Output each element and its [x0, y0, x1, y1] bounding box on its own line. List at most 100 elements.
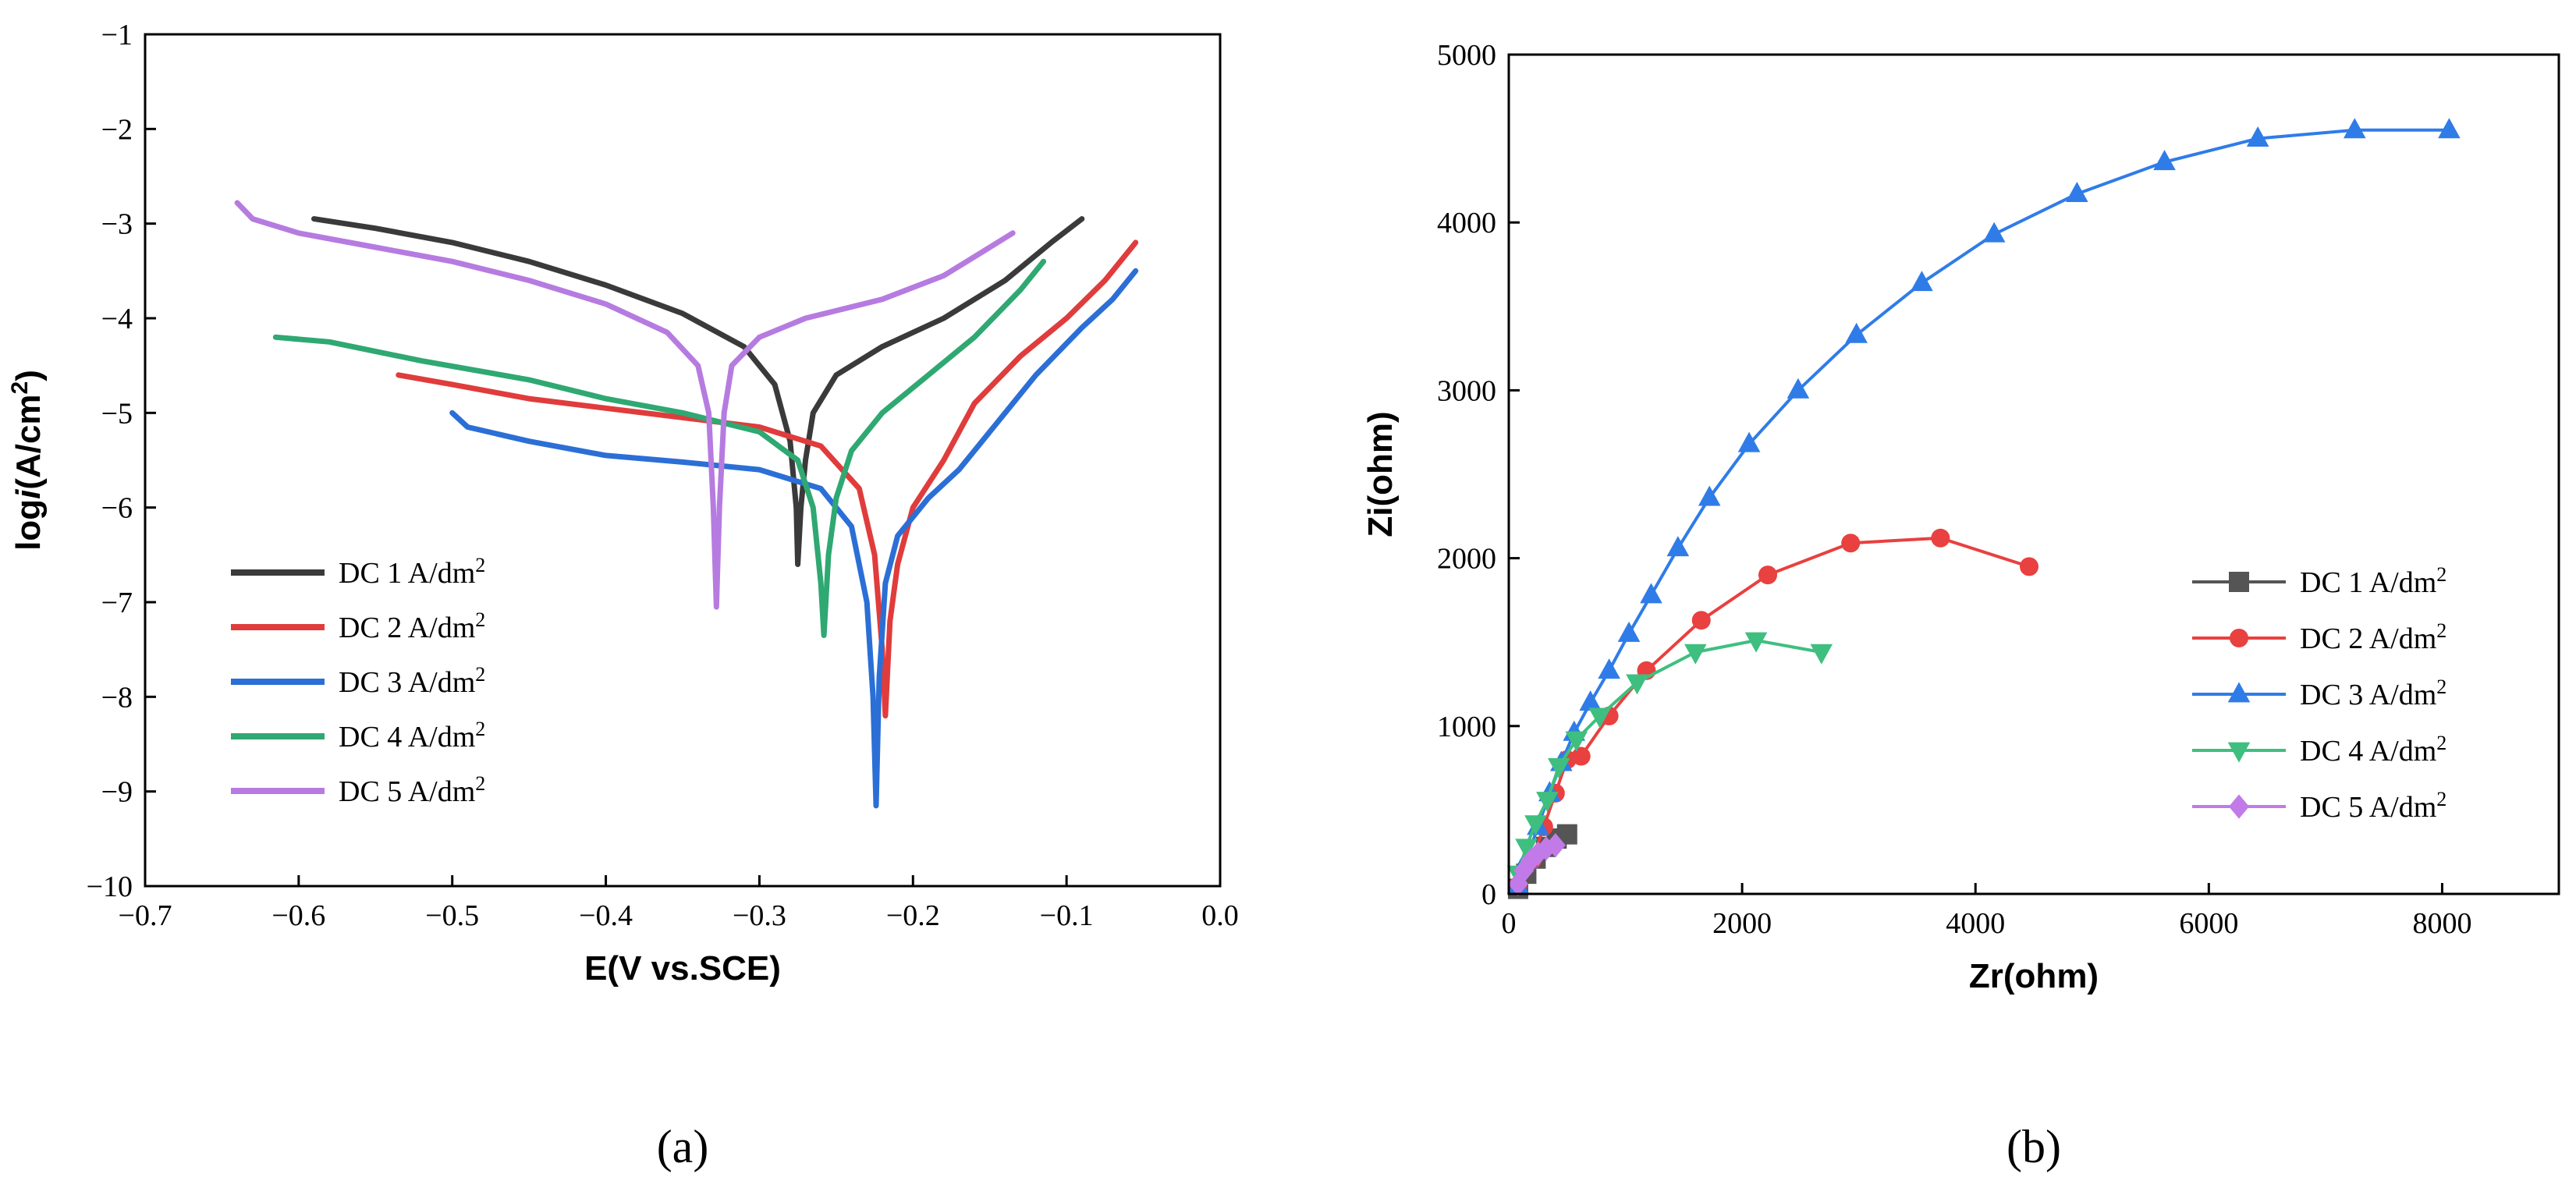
chart-a-y-tick-label-5: −6 [101, 492, 133, 525]
chart-a-legend-label-3: DC 3 A/dm2 [339, 663, 485, 700]
chart-b-series-2-point-11 [1931, 528, 1950, 548]
chart-a-y-tick-label-2: −3 [101, 208, 133, 241]
chart-a-y-axis-title-sup: 2 [7, 381, 33, 395]
chart-b-series-3-point-21 [2438, 118, 2461, 139]
chart-b-series-2-point-5 [1571, 746, 1591, 766]
chart-b-legend-label-4: DC 4 A/dm2 [2300, 732, 2446, 768]
chart-b-x-tick-label-4: 8000 [2412, 907, 2471, 940]
chart-a-legend-label-4-sup: 2 [475, 718, 485, 740]
chart-b-series-layer [1506, 118, 2461, 899]
chart-a-x-tick-label-3: −0.4 [579, 899, 633, 932]
chart-b-series-4-point-7 [1626, 674, 1648, 695]
chart-b-series-4-point-8 [1684, 644, 1707, 665]
chart-b-legend-label-5-sup: 2 [2436, 788, 2446, 810]
chart-b-series-2-point-12 [2020, 557, 2039, 576]
chart-a-x-tick-label-7: 0.0 [1201, 899, 1239, 932]
chart-b-series-4-point-6 [1588, 707, 1611, 729]
chart-b-y-tick-label-1: 1000 [1437, 711, 1496, 743]
chart-b-series-5-point-5 [1545, 832, 1566, 858]
chart-a-y-tick-label-6: −7 [101, 587, 133, 619]
chart-b-legend-marker-1 [2229, 572, 2249, 592]
chart-a-legend-label-5-sup: 2 [475, 772, 485, 795]
chart-a-x-tick-label-6: −0.1 [1040, 899, 1094, 932]
chart-a-legend-label-1-sup: 2 [475, 554, 485, 576]
chart-a-x-tick-label-2: −0.5 [425, 899, 479, 932]
chart-b-nyquist: 0 2000 4000 6000 8000 0 1000 2000 3000 4000 5000 Z… [1361, 39, 2560, 1172]
chart-b-x-axis-title: Zr(ohm) [1969, 957, 2099, 995]
chart-a-legend-label-5-base: DC 5 A/dm [339, 775, 475, 808]
chart-a-y-tick-label-9: −10 [87, 871, 133, 903]
chart-b-legend-marker-2 [2230, 629, 2248, 647]
chart-b-series-3-point-7 [1598, 658, 1620, 679]
chart-a-series-1-line [311, 216, 1085, 567]
chart-b-legend-label-5: DC 5 A/dm2 [2300, 788, 2446, 824]
chart-b-series-5-point-4 [1535, 836, 1556, 861]
chart-b-plot-frame [1507, 53, 2560, 895]
chart-a-series-3-line [449, 268, 1139, 809]
chart-a-y-axis-title-prefix: log [9, 499, 48, 551]
chart-a-x-tick-label-1: −0.6 [271, 899, 325, 932]
chart-a-plot-frame [144, 33, 1222, 888]
chart-b-series-3-point-19 [2246, 126, 2269, 147]
chart-b-series-2-point-9 [1758, 566, 1778, 585]
chart-b-series-4-point-9 [1744, 632, 1768, 653]
chart-a-legend-label-2-sup: 2 [475, 608, 485, 631]
chart-b-series-4-point-10 [1810, 644, 1833, 665]
chart-b-series-4-point-4 [1548, 758, 1570, 779]
chart-b-legend-marker-4 [2227, 742, 2251, 763]
chart-a-x-axis-title: E(V vs.SCE) [584, 949, 781, 988]
chart-b-y-tick-label-3: 3000 [1437, 374, 1496, 407]
chart-b-series-4-point-3 [1536, 792, 1559, 813]
chart-b-legend-label-1-base: DC 1 A/dm [2300, 566, 2436, 599]
chart-a-x-tick-label-5: −0.2 [886, 899, 940, 932]
chart-a-y-axis-title-close: ) [9, 370, 48, 381]
chart-b-series-3-point-15 [1911, 271, 1933, 292]
chart-a-legend-label-2: DC 2 A/dm2 [339, 608, 485, 645]
chart-b-series-3-point-17 [2066, 182, 2088, 203]
chart-a-legend-label-5: DC 5 A/dm2 [339, 772, 485, 809]
chart-b-y-axis-title: Zi(ohm) [1361, 411, 1400, 537]
chart-b-series-3-point-10 [1666, 536, 1690, 557]
chart-b-series-3-point-14 [1845, 322, 1868, 343]
chart-a-ticks: −0.7 −0.6 −0.5 −0.4 −0.3 −0.2 −0.1 0.0 −1 −2 −3 −4 −… [87, 19, 1239, 932]
chart-b-legend-label-2-base: DC 2 A/dm [2300, 622, 2436, 655]
chart-b-series-3-point-18 [2153, 150, 2176, 171]
chart-b-series-4-point-1 [1515, 839, 1538, 860]
chart-b-ticks: 0 2000 4000 6000 8000 0 1000 2000 3000 4000 5000 [1437, 39, 2471, 940]
chart-b-y-tick-label-5: 5000 [1437, 39, 1496, 72]
chart-b-legend-label-3-base: DC 3 A/dm [2300, 679, 2436, 711]
chart-b-series-3-point-12 [1737, 431, 1761, 452]
chart-a-x-tick-label-4: −0.3 [733, 899, 786, 932]
chart-b-x-tick-label-0: 0 [1502, 907, 1517, 940]
chart-b-legend-label-4-sup: 2 [2436, 732, 2446, 754]
chart-b-legend-label-3-sup: 2 [2436, 676, 2446, 698]
chart-a-y-tick-label-4: −5 [101, 397, 133, 430]
chart-a-legend-label-1-base: DC 1 A/dm [339, 557, 475, 590]
chart-b-x-tick-label-2: 4000 [1946, 907, 2005, 940]
chart-b-legend-label-1: DC 1 A/dm2 [2300, 563, 2446, 600]
chart-b-series-2-point-8 [1691, 611, 1711, 630]
chart-a-legend-label-4: DC 4 A/dm2 [339, 718, 485, 754]
chart-a-y-axis-title-unit: (A/cm [9, 394, 48, 489]
chart-b-legend-label-2-sup: 2 [2436, 619, 2446, 642]
chart-b-panel-label: (b) [2007, 1121, 2061, 1172]
chart-b-x-tick-label-1: 2000 [1712, 907, 1772, 940]
chart-a-legend-label-1: DC 1 A/dm2 [339, 554, 485, 590]
chart-b-series-3-point-11 [1698, 485, 1721, 506]
chart-b-series-3-point-20 [2343, 118, 2366, 139]
chart-b-y-tick-label-4: 4000 [1437, 207, 1496, 239]
chart-a-y-tick-label-3: −4 [101, 303, 133, 335]
chart-a-panel-label: (a) [657, 1121, 709, 1172]
chart-b-legend-label-5-base: DC 5 A/dm [2300, 791, 2436, 824]
chart-a-series-4-line [272, 258, 1047, 638]
chart-b-legend-label-1-sup: 2 [2436, 563, 2446, 586]
chart-b-series-4-point-2 [1524, 815, 1547, 836]
chart-a-polarization: −0.7 −0.6 −0.5 −0.4 −0.3 −0.2 −0.1 0.0 −1 −2 −3 −4 −… [7, 19, 1239, 1172]
chart-b-series-3-point-9 [1640, 583, 1662, 604]
chart-a-y-tick-label-8: −9 [101, 776, 133, 809]
chart-a-y-axis-title-italic: i [9, 489, 48, 499]
